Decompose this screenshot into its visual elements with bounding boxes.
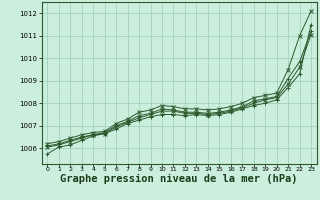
X-axis label: Graphe pression niveau de la mer (hPa): Graphe pression niveau de la mer (hPa) <box>60 174 298 184</box>
